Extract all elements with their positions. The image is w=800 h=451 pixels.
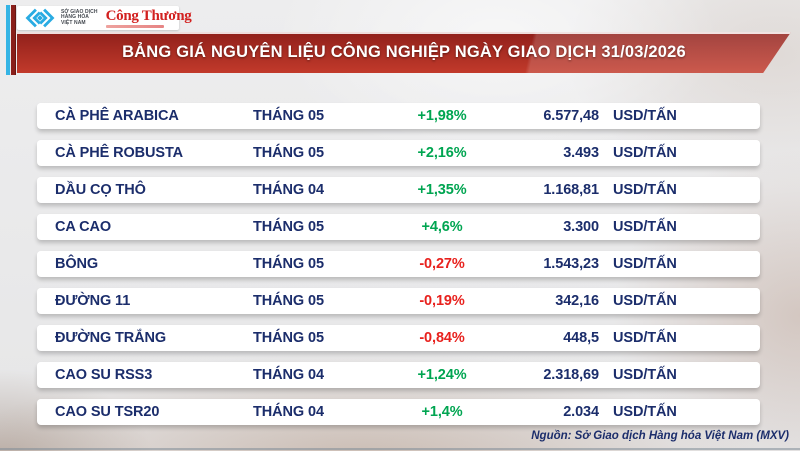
commodity-name: CA CAO [55,219,112,235]
price-unit: USD/TẤN [613,182,677,198]
title-banner: BẢNG GIÁ NGUYÊN LIỆU CÔNG NGHIỆP NGÀY GI… [17,32,791,73]
price-value: 1.543,23 [543,256,599,272]
commodity-name: ĐƯỜNG TRẮNG [55,330,167,346]
table-row: CAO SU RSS3 THÁNG 04 +1,24% 2.318,69 USD… [37,362,760,388]
commodity-name: BÔNG [55,256,99,272]
price-value: 448,5 [563,330,599,346]
left-accent-stripe-red [11,5,16,75]
left-accent-stripe-cyan [6,5,10,75]
price-unit: USD/TẤN [613,145,677,161]
contract-month: THÁNG 04 [253,404,324,420]
table-row: CAO SU TSR20 THÁNG 04 +1,4% 2.034 USD/TẤ… [37,399,760,425]
cong-thuong-tagline-bar [105,24,164,28]
contract-month: THÁNG 05 [253,145,324,161]
percent-change: -0,19% [419,293,465,309]
source-credit: Nguồn: Sở Giao dịch Hàng hóa Việt Nam (M… [531,430,789,442]
table-row: CÀ PHÊ ROBUSTA THÁNG 05 +2,16% 3.493 USD… [37,140,760,166]
percent-change: +4,6% [421,219,463,235]
price-unit: USD/TẤN [613,108,677,124]
contract-month: THÁNG 05 [253,293,324,309]
table-row: DẦU CỌ THÔ THÁNG 04 +1,35% 1.168,81 USD/… [37,177,760,203]
price-value: 3.300 [563,219,599,235]
cong-thuong-wordmark: Công Thương [105,7,192,24]
price-value: 2.034 [563,404,599,420]
commodity-name: CAO SU TSR20 [55,404,160,420]
price-unit: USD/TẤN [613,219,677,235]
price-value: 342,16 [555,293,599,309]
mxv-line-2: HÀNG HÓA [61,14,90,21]
percent-change: -0,27% [419,256,465,272]
price-unit: USD/TẤN [613,367,677,383]
commodity-name: DẦU CỌ THÔ [55,182,146,198]
contract-month: THÁNG 05 [253,330,324,346]
page-title: BẢNG GIÁ NGUYÊN LIỆU CÔNG NGHIỆP NGÀY GI… [122,43,686,61]
price-unit: USD/TẤN [613,293,677,309]
contract-month: THÁNG 05 [253,256,324,272]
price-value: 1.168,81 [543,182,599,198]
percent-change: +1,98% [417,108,467,124]
percent-change: +1,4% [421,404,463,420]
logo-panel: SỞ GIAO DỊCH HÀNG HÓA VIỆT NAM Công Thươ… [17,6,192,30]
commodity-name: ĐƯỜNG 11 [55,293,131,309]
percent-change: +2,16% [417,145,467,161]
mxv-line-1: SỞ GIAO DỊCH [61,8,98,15]
percent-change: +1,35% [417,182,467,198]
contract-month: THÁNG 05 [253,108,324,124]
table-row: CA CAO THÁNG 05 +4,6% 3.300 USD/TẤN [37,214,760,240]
table-row: CÀ PHÊ ARABICA THÁNG 05 +1,98% 6.577,48 … [37,103,760,129]
mxv-diamond-icon [25,8,55,28]
price-value: 2.318,69 [543,367,599,383]
mxv-line-3: VIỆT NAM [61,19,86,26]
price-unit: USD/TẤN [613,404,677,420]
commodity-name: CÀ PHÊ ARABICA [55,108,179,124]
table-row: BÔNG THÁNG 05 -0,27% 1.543,23 USD/TẤN [37,251,760,277]
price-unit: USD/TẤN [613,330,677,346]
commodity-price-table: CÀ PHÊ ARABICA THÁNG 05 +1,98% 6.577,48 … [37,103,760,436]
percent-change: -0,84% [419,330,465,346]
bottom-divider [0,448,800,450]
table-row: ĐƯỜNG 11 THÁNG 05 -0,19% 342,16 USD/TẤN [37,288,760,314]
cong-thuong-logo: Công Thương [105,7,192,28]
mxv-logo-text: SỞ GIAO DỊCH HÀNG HÓA VIỆT NAM [61,8,98,27]
commodity-name: CÀ PHÊ ROBUSTA [55,145,184,161]
commodity-name: CAO SU RSS3 [55,367,153,383]
table-row: ĐƯỜNG TRẮNG THÁNG 05 -0,84% 448,5 USD/TẤ… [37,325,760,351]
contract-month: THÁNG 04 [253,367,324,383]
price-unit: USD/TẤN [613,256,677,272]
price-value: 3.493 [563,145,599,161]
contract-month: THÁNG 05 [253,219,324,235]
percent-change: +1,24% [417,367,467,383]
price-value: 6.577,48 [543,108,599,124]
contract-month: THÁNG 04 [253,182,324,198]
